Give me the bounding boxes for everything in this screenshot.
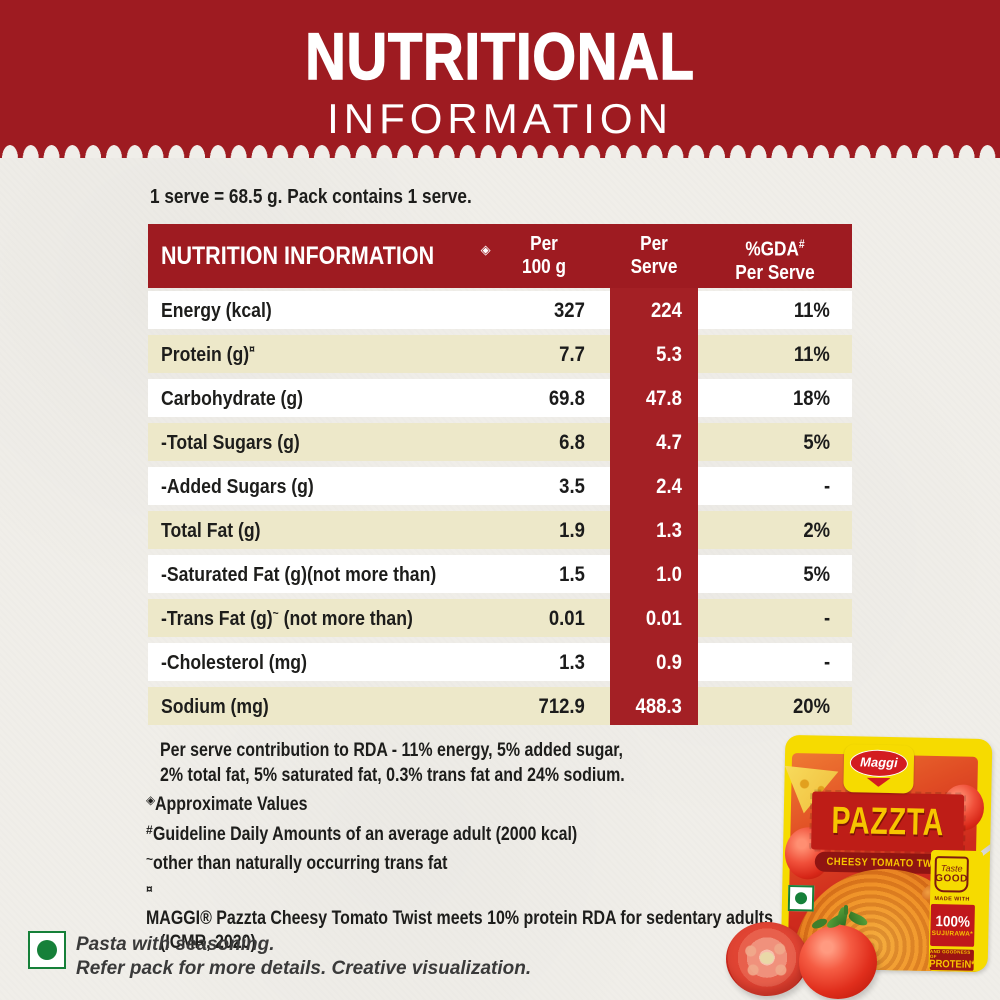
tomato-calyx-icon [824, 905, 869, 935]
approx-values-mark: ◈ [480, 242, 491, 257]
column-header-per-100g: Per 100 g [522, 233, 566, 278]
veg-dot-icon [37, 940, 57, 960]
table-header: NUTRITION INFORMATION ◈ Per 100 g Per Ser… [148, 224, 852, 288]
nutrition-table: NUTRITION INFORMATION ◈ Per 100 g Per Ser… [148, 224, 852, 725]
serving-note: 1 serve = 68.5 g. Pack contains 1 serve. [150, 186, 472, 208]
scallop-border [0, 140, 1000, 158]
maggi-logo-text: Maggi [849, 749, 909, 778]
table-title: NUTRITION INFORMATION ◈ [161, 241, 491, 270]
table-row-carbohydrate: Carbohydrate (g) 69.8 47.8 18% [148, 379, 852, 417]
table-row-energy: Energy (kcal) 327 224 11% [148, 291, 852, 329]
table-row-added-sugars: -Added Sugars (g) 3.5 2.4 - [148, 467, 852, 505]
footnote-protein-rda: ¤MAGGI® Pazzta Cheesy Tomato Twist meets… [146, 881, 773, 929]
footnote-trans-fat: ~other than naturally occurring trans fa… [146, 852, 448, 875]
column-header-gda: %GDA# Per Serve [735, 237, 815, 284]
table-row-protein: Protein (g)¤ 7.7 5.3 11% [148, 335, 852, 373]
tomato-whole-image [799, 925, 877, 999]
tomato-cut-image [726, 922, 808, 996]
suji-claim-box: 100% SUJI/RAWA* [930, 903, 975, 947]
table-row-total-fat: Total Fat (g) 1.9 1.3 2% [148, 511, 852, 549]
table-row-saturated-fat: -Saturated Fat (g)(not more than) 1.5 1.0… [148, 555, 852, 593]
maggi-logo: Maggi [843, 744, 915, 794]
table-row-total-sugars: -Total Sugars (g) 6.8 4.7 5% [148, 423, 852, 461]
footnote-rda-line1: Per serve contribution to RDA - 11% ener… [160, 740, 623, 761]
page-subtitle: INFORMATION [327, 95, 673, 142]
disclaimer-line1: Pasta with seasoning. [76, 934, 275, 955]
packet-right-strip: Taste GOOD MADE WITH 100% SUJI/RAWA* AND… [928, 849, 984, 972]
footnote-icmr: (ICMR, 2020) [160, 932, 256, 954]
made-with-label: MADE WITH [934, 896, 970, 903]
veg-mark-icon [28, 931, 66, 969]
footnote-rda-line2: 2% total fat, 5% saturated fat, 0.3% tra… [160, 764, 625, 786]
protein-claim-box: AND GOODNESS OF PROTEiN* [928, 948, 975, 971]
veg-mark-icon-small [787, 884, 815, 912]
per-serve-column-highlight [610, 288, 698, 725]
footnote-approximate-values: ◈Approximate Values [146, 793, 308, 816]
column-header-per-serve: Per Serve [630, 233, 678, 278]
disclaimer-line2: Refer pack for more details. Creative vi… [76, 958, 532, 979]
disclaimer: Pasta with seasoning. Refer pack for mor… [76, 933, 531, 981]
footnotes: Per serve contribution to RDA - 11% ener… [146, 739, 786, 956]
table-row-cholesterol: -Cholesterol (mg) 1.3 0.9 - [148, 643, 852, 681]
table-body: Energy (kcal) 327 224 11% Protein (g)¤ 7.7… [148, 291, 852, 725]
table-row-trans-fat: -Trans Fat (g)~ (not more than) 0.01 0.01… [148, 599, 852, 637]
maggi-logo-swoosh [866, 778, 890, 788]
table-row-sodium: Sodium (mg) 712.9 488.3 20% [148, 687, 852, 725]
header-banner: NUTRITIONAL INFORMATION [0, 0, 1000, 158]
taste-good-badge: Taste GOOD [934, 856, 969, 893]
page-title: NUTRITIONAL [305, 18, 695, 94]
footnote-gda: #Guideline Daily Amounts of an average a… [146, 822, 577, 845]
product-name-stamp: PAZZTA [809, 789, 967, 855]
product-name: PAZZTA [830, 799, 945, 844]
